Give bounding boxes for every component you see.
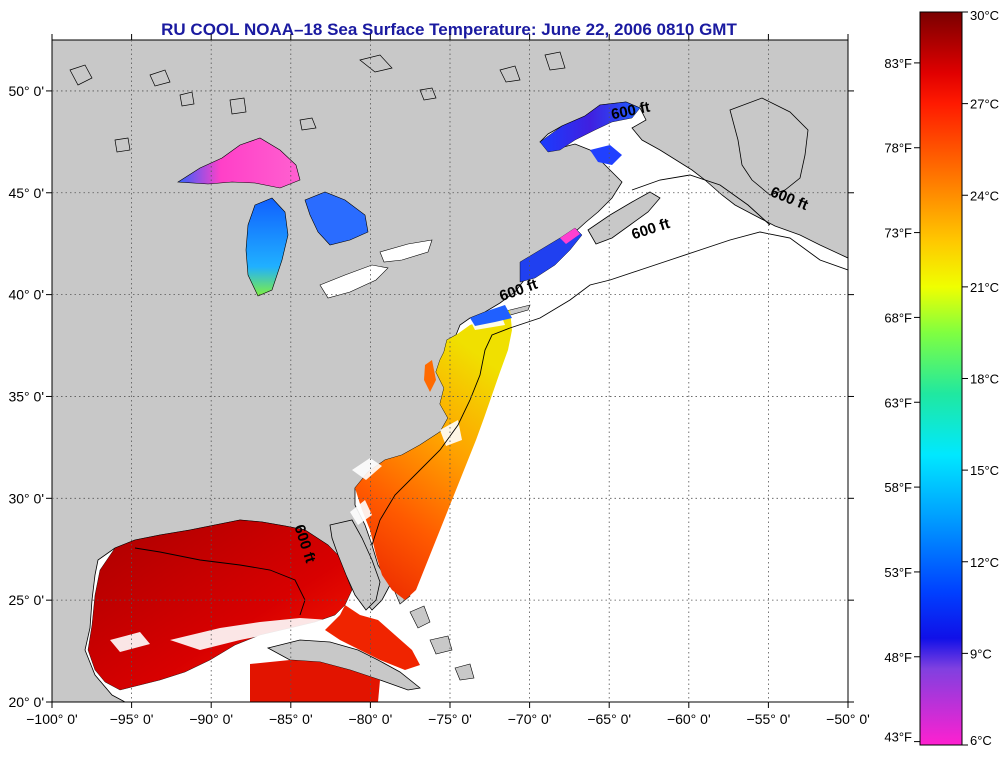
lon-tick-label: −60° 0' — [667, 711, 711, 727]
newfoundland-land — [729, 97, 809, 196]
gulf-of-maine-pink — [560, 228, 580, 244]
celsius-label: 30°C — [970, 8, 999, 23]
lake-michigan-sst — [245, 197, 289, 297]
fahrenheit-label: 73°F — [884, 226, 912, 241]
lat-tick-label: 20° 0' — [8, 694, 44, 710]
celsius-label: 12°C — [970, 555, 999, 570]
lat-tick-label: 35° 0' — [8, 388, 44, 404]
longitude-axis: −100° 0' −95° 0' −90° 0' −85° 0' −80° 0' −75°… — [26, 34, 870, 727]
lake-huron-sst — [304, 191, 369, 246]
celsius-label: 21°C — [970, 280, 999, 295]
fahrenheit-label: 58°F — [884, 480, 912, 495]
lat-tick-label: 45° 0' — [8, 185, 44, 201]
fahrenheit-label: 63°F — [884, 395, 912, 410]
st-lawrence-estuary-sst — [590, 145, 622, 165]
celsius-label: 6°C — [970, 733, 992, 748]
lat-tick-label: 50° 0' — [8, 83, 44, 99]
interior-lakes — [69, 51, 566, 153]
fahrenheit-label: 68°F — [884, 310, 912, 325]
gulf-stream-swath-sst — [355, 310, 512, 600]
nova-scotia-land — [587, 191, 661, 245]
map-area — [52, 40, 848, 702]
florida-land — [329, 519, 381, 611]
lon-tick-label: −50° 0' — [826, 711, 870, 727]
latitude-axis: 20° 0' 25° 0' 30° 0' 35° 0' 40° 0' 45° 0' 50° … — [8, 83, 854, 710]
lon-tick-label: −90° 0' — [189, 711, 233, 727]
caribbean-sst — [250, 660, 380, 702]
colorbar-gradient — [919, 11, 963, 746]
lon-tick-label: −80° 0' — [349, 711, 393, 727]
map-title: RU COOL NOAA–18 Sea Surface Temperature:… — [161, 20, 737, 39]
fahrenheit-label: 48°F — [884, 650, 912, 665]
fahrenheit-label: 43°F — [884, 730, 912, 745]
celsius-label: 15°C — [970, 463, 999, 478]
lake-erie — [319, 264, 389, 299]
lat-tick-label: 25° 0' — [8, 592, 44, 608]
lake-superior-sst — [177, 137, 301, 189]
lon-tick-label: −95° 0' — [110, 711, 154, 727]
lake-ontario — [379, 239, 433, 263]
gulf-of-st-lawrence-sst — [539, 101, 641, 153]
temperature-colorbar: 83°F 78°F 73°F 68°F 63°F 58°F 53°F 48°F 43°F 30°… — [884, 8, 999, 748]
lat-tick-label: 40° 0' — [8, 287, 44, 303]
lon-tick-label: −75° 0' — [428, 711, 472, 727]
lon-tick-label: −85° 0' — [269, 711, 313, 727]
fahrenheit-label: 78°F — [884, 141, 912, 156]
lon-tick-label: −70° 0' — [508, 711, 552, 727]
celsius-label: 27°C — [970, 97, 999, 112]
celsius-label: 18°C — [970, 372, 999, 387]
isobath-600ft-lines — [134, 174, 848, 616]
florida-straits-sst — [325, 605, 420, 670]
lon-tick-label: −65° 0' — [587, 711, 631, 727]
lon-tick-label: −100° 0' — [26, 711, 77, 727]
fahrenheit-label: 53°F — [884, 565, 912, 580]
celsius-label: 9°C — [970, 646, 992, 661]
lon-tick-label: −55° 0' — [747, 711, 791, 727]
fahrenheit-labels: 83°F 78°F 73°F 68°F 63°F 58°F 53°F 48°F 43°F — [884, 56, 920, 745]
fahrenheit-label: 83°F — [884, 56, 912, 71]
celsius-label: 24°C — [970, 188, 999, 203]
lat-tick-label: 30° 0' — [8, 490, 44, 506]
celsius-labels: 30°C 27°C 24°C 21°C 18°C 15°C 12°C 9°C 6°C — [962, 8, 999, 748]
chesapeake-bay-sst — [424, 360, 436, 392]
mid-atlantic-blue — [470, 305, 512, 326]
